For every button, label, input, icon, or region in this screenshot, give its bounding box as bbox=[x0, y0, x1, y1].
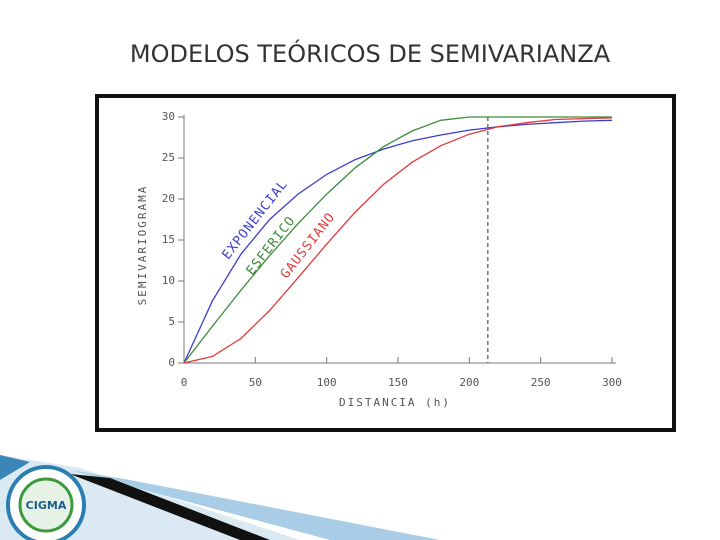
series-line bbox=[183, 117, 613, 364]
x-tick-label: 50 bbox=[249, 376, 262, 389]
x-tick-label: 300 bbox=[602, 376, 622, 389]
x-tick-label: 150 bbox=[388, 376, 408, 389]
logo-text: CIGMA bbox=[26, 499, 67, 512]
decor-stripe bbox=[0, 455, 30, 480]
x-tick-label: 0 bbox=[181, 376, 188, 389]
logo-inner bbox=[18, 477, 74, 533]
y-tick-label: 5 bbox=[168, 315, 175, 328]
series-line bbox=[183, 116, 612, 364]
y-tick-label: 10 bbox=[162, 274, 175, 287]
x-tick-label: 200 bbox=[459, 376, 479, 389]
decor-stripe bbox=[70, 474, 270, 540]
y-tick-label: 30 bbox=[162, 110, 175, 123]
series-line bbox=[183, 119, 613, 364]
y-tick-label: 20 bbox=[162, 192, 175, 205]
y-axis-label: SEMIVARIOGRAMA bbox=[136, 185, 149, 306]
logo: CIGMA bbox=[6, 465, 86, 540]
chart-frame bbox=[95, 94, 676, 432]
y-tick-label: 0 bbox=[168, 356, 175, 369]
y-tick-label: 15 bbox=[162, 233, 175, 246]
slide-title: MODELOS TEÓRICOS DE SEMIVARIANZA bbox=[130, 38, 611, 68]
x-tick-label: 100 bbox=[317, 376, 337, 389]
x-axis-label: DISTANCIA (h) bbox=[339, 396, 451, 409]
y-tick-label: 25 bbox=[162, 151, 175, 164]
decor-stripe bbox=[70, 470, 440, 540]
x-tick-label: 250 bbox=[531, 376, 551, 389]
